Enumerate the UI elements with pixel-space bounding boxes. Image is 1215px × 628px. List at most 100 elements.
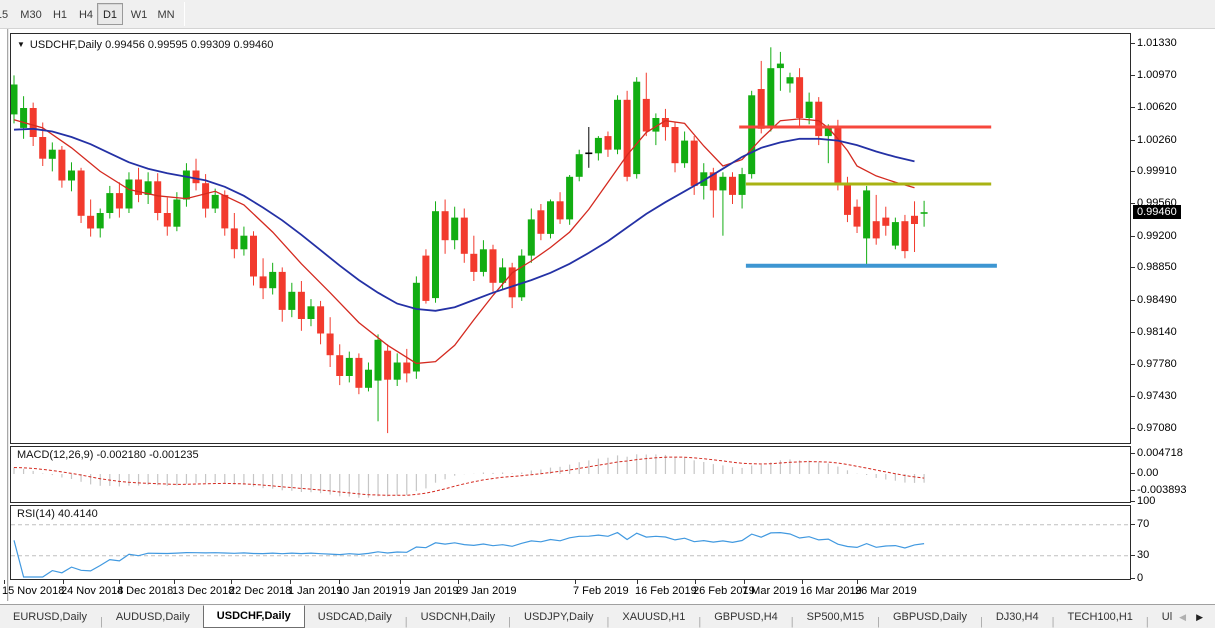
tab-usdcad-daily[interactable]: USDCAD,Daily (317, 611, 392, 623)
rsi-axis-tick (1131, 500, 1135, 502)
x-axis-tick (458, 580, 459, 584)
tab-separator: | (404, 616, 408, 628)
x-axis-label: 26 Mar 2019 (855, 585, 917, 597)
tab-separator: | (698, 616, 702, 628)
current-price-badge: 0.99460 (1133, 205, 1181, 220)
x-axis-label: 24 Nov 2018 (61, 585, 124, 597)
x-axis-label: 29 Jan 2019 (456, 585, 517, 597)
rsi-axis-tick (1131, 523, 1135, 525)
x-axis-tick (857, 580, 858, 584)
price-axis-tick (1131, 331, 1135, 333)
chart-title: ▼ USDCHF,Daily 0.99456 0.99595 0.99309 0.… (17, 38, 273, 52)
price-axis-label: 1.00620 (1137, 100, 1177, 113)
x-axis-label: 13 Dec 2018 (172, 585, 235, 597)
tab-ul[interactable]: Ul (1161, 611, 1173, 623)
timeframe-button-15[interactable]: 15 (0, 9, 9, 21)
rsi-chart (11, 506, 1130, 579)
x-axis-tick (63, 580, 64, 584)
price-axis-tick (1131, 364, 1135, 366)
x-axis-label: 26 Feb 2019 (693, 585, 755, 597)
candlestick-chart[interactable] (11, 34, 1130, 443)
symbol-tab-bar: EURUSD,Daily | AUDUSD,Daily USDCHF,Daily USD… (0, 604, 1215, 628)
x-axis-tick (400, 580, 401, 584)
x-axis-tick (575, 580, 576, 584)
price-axis-label: 0.98850 (1137, 261, 1177, 274)
x-axis-label: 10 Jan 2019 (337, 585, 398, 597)
price-axis-label: 0.97780 (1137, 358, 1177, 371)
tab-usdjpy-daily[interactable]: USDJPY,Daily (524, 611, 594, 623)
macd-axis-tick (1131, 489, 1135, 491)
tab-scroll-right-icon[interactable]: ▶ (1196, 612, 1204, 622)
x-axis-tick (339, 580, 340, 584)
tab-gbpusd-daily[interactable]: GBPUSD,Daily (892, 611, 967, 623)
macd-axis-tick (1131, 452, 1135, 454)
chart-window-edge (7, 29, 9, 601)
x-axis-tick (637, 580, 638, 584)
timeframe-button-h4[interactable]: H4 (78, 9, 94, 21)
price-axis-tick (1131, 42, 1135, 44)
tab-eurusd-daily[interactable]: EURUSD,Daily (13, 611, 87, 623)
rsi-axis-tick (1131, 578, 1135, 579)
tab-dj30-h4[interactable]: DJ30,H4 (995, 611, 1039, 623)
x-axis-tick (695, 580, 696, 584)
rsi-label: RSI(14) 40.4140 (17, 508, 98, 520)
tab-separator: | (606, 616, 610, 628)
x-axis-tick (174, 580, 175, 584)
price-axis-label: 0.98140 (1137, 325, 1177, 338)
rsi-axis-label: 30 (1137, 548, 1150, 561)
x-axis-tick (802, 580, 803, 584)
timeframe-button-w1[interactable]: W1 (130, 9, 148, 21)
macd-axis-label: 0.00 (1137, 467, 1159, 479)
tab-sp500-m15[interactable]: SP500,M15 (806, 611, 865, 623)
tab-separator: | (1145, 616, 1149, 628)
rsi-axis-label: 100 (1137, 494, 1156, 507)
price-axis-tick (1131, 427, 1135, 429)
price-axis-label: 1.00970 (1137, 69, 1177, 82)
macd-axis-tick (1131, 473, 1135, 474)
x-axis-tick (231, 580, 232, 584)
tab-tech100-h1[interactable]: TECH100,H1 (1067, 611, 1133, 623)
main-chart-panel[interactable]: ▼ USDCHF,Daily 0.99456 0.99595 0.99309 0.… (10, 33, 1131, 444)
price-axis-tick (1131, 106, 1135, 108)
timeframe-button-m30[interactable]: M30 (20, 9, 42, 21)
x-axis-label: 15 Nov 2018 (2, 585, 65, 597)
tab-usdcnh-daily[interactable]: USDCNH,Daily (420, 611, 496, 623)
tab-separator: | (979, 616, 983, 628)
macd-axis-label: 0.004718 (1137, 446, 1183, 459)
tab-xauusd-h1[interactable]: XAUUSD,H1 (622, 611, 686, 623)
timeframe-button-d1[interactable]: D1 (97, 3, 123, 25)
x-axis-tick (744, 580, 745, 584)
rsi-panel[interactable]: RSI(14) 40.4140 (10, 505, 1131, 580)
chart-title-text: USDCHF,Daily 0.99456 0.99595 0.99309 0.9… (29, 39, 274, 51)
tab-usdchf-daily[interactable]: USDCHF,Daily (202, 605, 305, 628)
macd-panel[interactable]: MACD(12,26,9) -0.002180 -0.001235 (10, 446, 1131, 503)
x-axis-tick (119, 580, 120, 584)
x-axis-tick (290, 580, 291, 584)
x-axis-label: 4 Dec 2018 (117, 585, 174, 597)
tab-separator: | (508, 616, 512, 628)
timeframe-button-mn[interactable]: MN (157, 9, 175, 21)
x-axis-label: 7 Mar 2019 (742, 585, 798, 597)
tab-scroll-left-icon[interactable]: ◀ (1179, 612, 1187, 622)
price-axis-tick (1131, 171, 1135, 173)
price-axis-label: 0.97430 (1137, 389, 1177, 402)
price-axis-tick (1131, 235, 1135, 237)
tab-separator: | (99, 616, 103, 628)
toolbar-separator (184, 2, 185, 26)
rsi-axis-tick (1131, 554, 1135, 556)
price-axis-tick (1131, 299, 1135, 301)
price-axis-tick (1131, 267, 1135, 269)
tab-audusd-daily[interactable]: AUDUSD,Daily (115, 611, 190, 623)
rsi-axis-label: 0 (1137, 572, 1144, 584)
price-axis-label: 0.98490 (1137, 293, 1177, 306)
price-axis-label: 0.99200 (1137, 229, 1177, 242)
x-axis-tick (4, 580, 5, 584)
symbol-dropdown-icon[interactable]: ▼ (17, 40, 25, 49)
timeframe-button-h1[interactable]: H1 (52, 9, 68, 21)
x-axis-label: 19 Jan 2019 (398, 585, 459, 597)
tab-separator: | (877, 616, 880, 628)
tab-gbpusd-h4[interactable]: GBPUSD,H4 (714, 611, 778, 623)
macd-chart (11, 447, 1130, 502)
